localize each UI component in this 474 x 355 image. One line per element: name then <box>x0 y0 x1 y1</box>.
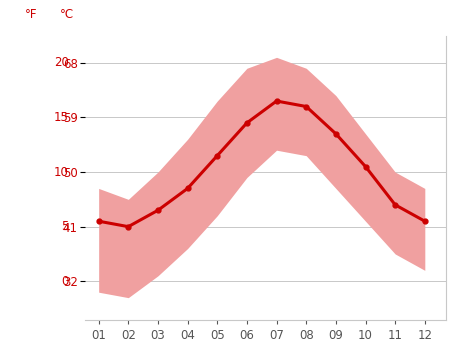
Text: 0: 0 <box>61 275 69 288</box>
Text: °F: °F <box>25 8 37 21</box>
Text: 15: 15 <box>54 111 69 124</box>
Text: 5: 5 <box>61 220 69 233</box>
Text: 20: 20 <box>54 56 69 69</box>
Text: 10: 10 <box>54 165 69 179</box>
Text: °C: °C <box>60 8 74 21</box>
